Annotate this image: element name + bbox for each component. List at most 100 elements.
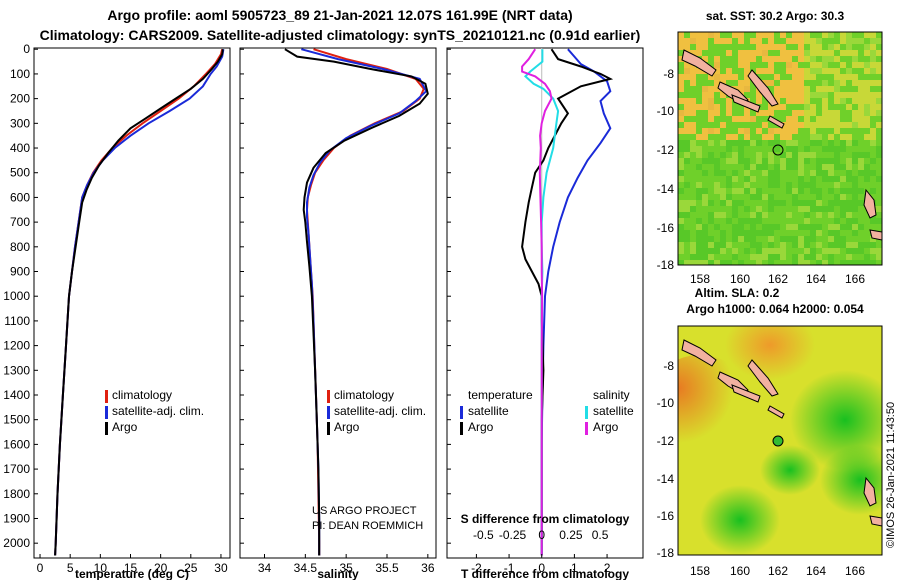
sst-cell	[732, 152, 738, 158]
sst-cell	[864, 134, 870, 140]
sst-cell	[738, 158, 744, 164]
sst-cell	[792, 92, 798, 98]
sst-cell	[738, 38, 744, 44]
sst-cell	[690, 260, 696, 265]
sst-cell	[726, 260, 732, 265]
sst-cell	[846, 248, 852, 254]
sst-cell	[714, 68, 720, 74]
sst-cell	[702, 260, 708, 265]
sst-cell	[792, 122, 798, 128]
sst-cell	[822, 164, 828, 170]
credit-pi: PI: DEAN ROEMMICH	[312, 520, 423, 532]
sst-cell	[828, 122, 834, 128]
sst-cell	[846, 74, 852, 80]
sst-cell	[810, 230, 816, 236]
sst-cell	[732, 236, 738, 242]
sst-cell	[768, 242, 774, 248]
sst-cell	[762, 254, 768, 260]
sst-cell	[726, 68, 732, 74]
sst-cell	[690, 68, 696, 74]
sst-cell	[738, 146, 744, 152]
sst-cell	[732, 74, 738, 80]
sst-cell	[816, 212, 822, 218]
sst-cell	[792, 194, 798, 200]
sst-cell	[732, 170, 738, 176]
sst-cell	[678, 170, 684, 176]
sst-cell	[756, 158, 762, 164]
sst-cell	[792, 32, 798, 38]
legend-satellite: satellite-adj. clim.	[112, 404, 204, 418]
sst-cell	[804, 86, 810, 92]
sst-cell	[678, 80, 684, 86]
temperature-panel-frame	[33, 47, 231, 559]
sst-cell	[750, 164, 756, 170]
sst-cell	[738, 80, 744, 86]
sst-cell	[714, 38, 720, 44]
sst-cell	[864, 110, 870, 116]
sst-cell	[804, 50, 810, 56]
sst-cell	[690, 248, 696, 254]
sst-cell	[714, 80, 720, 86]
sst-cell	[702, 128, 708, 134]
difference-x-tick-label: 1	[571, 561, 578, 575]
sst-cell	[756, 50, 762, 56]
temperature-x-tick-label: 5	[67, 561, 74, 575]
sst-cell	[858, 200, 864, 206]
sst-cell	[726, 38, 732, 44]
sst-cell	[810, 68, 816, 74]
sst-cell	[726, 98, 732, 104]
sst-cell	[810, 140, 816, 146]
sst-cell	[858, 80, 864, 86]
sst-cell	[846, 134, 852, 140]
sst-cell	[864, 260, 870, 265]
sst-cell	[834, 98, 840, 104]
sst-cell	[768, 236, 774, 242]
sst-cell	[678, 176, 684, 182]
sst-cell	[774, 170, 780, 176]
sst-cell	[684, 152, 690, 158]
sst-cell	[864, 164, 870, 170]
sst-cell	[726, 50, 732, 56]
sst-cell	[816, 224, 822, 230]
sst-cell	[822, 32, 828, 38]
sst-cell	[786, 38, 792, 44]
sst-cell	[816, 206, 822, 212]
sst-cell	[774, 248, 780, 254]
sst-cell	[798, 206, 804, 212]
sst-cell	[756, 260, 762, 265]
sst-cell	[804, 74, 810, 80]
sst-cell	[798, 38, 804, 44]
sst-cell	[732, 134, 738, 140]
sst-cell	[678, 38, 684, 44]
sst-cell	[840, 98, 846, 104]
sst-cell	[822, 260, 828, 265]
sst-cell	[744, 80, 750, 86]
sst-cell	[840, 176, 846, 182]
sst-cell	[768, 230, 774, 236]
sst-cell	[798, 176, 804, 182]
sst-cell	[852, 38, 858, 44]
sst-cell	[804, 254, 810, 260]
sst-cell	[864, 116, 870, 122]
sst-cell	[852, 206, 858, 212]
sst-cell	[768, 104, 774, 110]
sst-cell	[876, 38, 882, 44]
sst-cell	[786, 62, 792, 68]
sst-cell	[780, 104, 786, 110]
sst-cell	[756, 206, 762, 212]
sst-cell	[780, 56, 786, 62]
sst-cell	[852, 200, 858, 206]
sst-cell	[840, 242, 846, 248]
sst-cell	[720, 92, 726, 98]
sst-cell	[840, 32, 846, 38]
sst-cell	[834, 86, 840, 92]
sst-cell	[768, 260, 774, 265]
sst-cell	[870, 92, 876, 98]
sst-cell	[870, 134, 876, 140]
sst-cell	[810, 128, 816, 134]
series-line-satellite-adj-clim-	[301, 48, 428, 556]
sst-cell	[828, 110, 834, 116]
sst-cell	[792, 152, 798, 158]
island-shape	[863, 188, 877, 219]
sst-cell	[714, 110, 720, 116]
